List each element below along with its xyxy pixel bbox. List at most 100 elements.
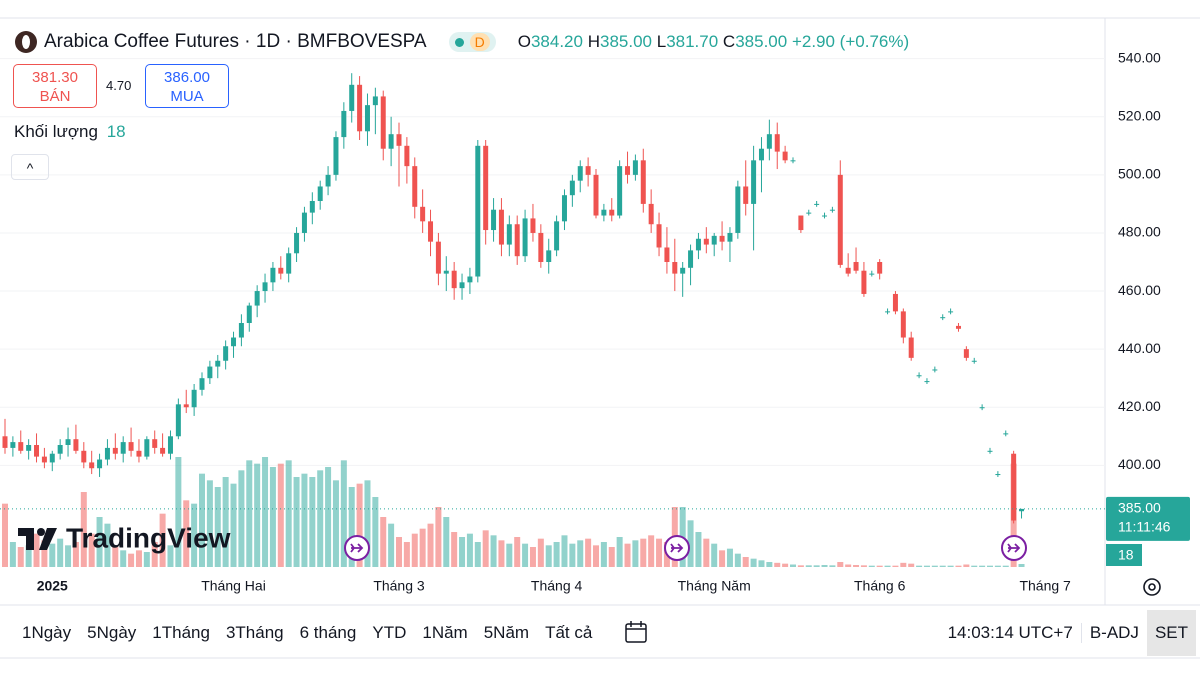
date-range-icon[interactable] <box>622 618 652 648</box>
adj-button[interactable]: B-ADJ <box>1080 623 1147 643</box>
volume-bar <box>529 547 536 567</box>
volume-bar <box>482 530 489 567</box>
candle-body <box>443 270 449 274</box>
sell-price: 381.30 <box>32 69 78 86</box>
candle-body <box>26 445 32 451</box>
volume-bar <box>466 533 473 567</box>
volume-bar <box>916 565 923 567</box>
event-icon[interactable] <box>344 535 370 561</box>
candle-body <box>577 166 583 181</box>
volume-bar <box>506 543 513 567</box>
volume-bar <box>388 523 395 567</box>
volume-bar <box>317 470 324 567</box>
settings-icon[interactable] <box>1143 578 1161 596</box>
volume-bar <box>726 548 733 567</box>
candle-body <box>372 96 378 106</box>
collapse-button[interactable]: ^ <box>11 154 49 180</box>
range-button[interactable]: YTD <box>372 623 407 642</box>
candle-body <box>309 201 315 213</box>
volume-bar <box>860 565 867 567</box>
symbol-title: Arabica Coffee Futures · 1D · BMFBOVESPA <box>44 31 427 52</box>
range-button[interactable]: Tất cả <box>545 623 593 642</box>
x-tick-label: Tháng 7 <box>1019 578 1071 594</box>
candle-body <box>459 282 465 289</box>
candle-body <box>286 253 292 274</box>
volume-bar <box>49 543 56 567</box>
volume-bar <box>380 517 387 567</box>
volume-bar <box>269 467 276 567</box>
volume-bar <box>451 532 458 567</box>
candle-body <box>798 215 804 231</box>
volume-bar <box>128 553 135 567</box>
volume-bar <box>821 565 828 567</box>
buy-button[interactable]: 386.00 MUA <box>145 64 229 108</box>
candle-body <box>120 442 126 454</box>
volume-bar <box>963 564 970 567</box>
range-button[interactable]: 3Tháng <box>225 623 284 642</box>
volume-bar <box>616 537 623 567</box>
h-value: 385.00 <box>599 32 652 51</box>
clock[interactable]: 14:03:14 UTC+7 <box>947 623 1073 642</box>
o-prefix: O <box>517 32 531 51</box>
range-button[interactable]: 1Tháng <box>152 623 210 642</box>
candle-body <box>167 436 173 454</box>
candle-body <box>396 134 402 146</box>
volume-bar <box>884 565 891 567</box>
volume-bar <box>183 500 190 567</box>
candle-body <box>231 337 237 347</box>
candle-body <box>711 235 717 245</box>
range-button[interactable]: 6 tháng <box>299 623 357 642</box>
y-tick-label: 540.00 <box>1118 49 1161 65</box>
volume-bar <box>474 542 481 567</box>
range-button[interactable]: 5Ngày <box>87 623 137 642</box>
candle-body <box>89 462 95 469</box>
candle-body <box>932 369 938 371</box>
candle-body <box>861 270 867 294</box>
range-button[interactable]: 5Năm <box>483 623 530 642</box>
event-icon[interactable] <box>1001 535 1027 561</box>
candle-body <box>262 282 268 292</box>
volume-bar <box>459 537 466 567</box>
range-button[interactable]: 1Ngày <box>22 623 72 642</box>
candle-body <box>49 453 55 463</box>
volume-bar <box>254 463 261 567</box>
volume-bar <box>790 564 796 567</box>
volume-bar <box>1002 565 1009 567</box>
candle-body <box>451 270 457 289</box>
volume-bar <box>356 483 363 567</box>
c-prefix: C <box>722 32 736 51</box>
candle-body <box>144 439 150 457</box>
volume-bar <box>522 543 529 567</box>
candle-body <box>656 224 662 248</box>
sell-button[interactable]: 381.30 BÁN <box>13 64 97 108</box>
volume-bar <box>403 542 410 567</box>
candle-body <box>73 439 79 451</box>
volume-bar <box>17 547 24 567</box>
volume-bar <box>813 565 820 567</box>
volume-bar <box>537 538 544 567</box>
candle-body <box>703 238 709 245</box>
volume-bar <box>805 565 812 567</box>
candle-body <box>900 311 906 338</box>
spread: 4.70 <box>106 78 132 93</box>
volume-bar <box>96 517 103 567</box>
volume-bar <box>608 547 615 567</box>
volume-bar <box>774 562 781 567</box>
event-icon[interactable] <box>664 535 690 561</box>
change: +2.90 (+0.76%) <box>791 32 910 51</box>
last-price-box <box>1106 496 1190 541</box>
set-button[interactable]: SET <box>1146 610 1196 656</box>
range-button[interactable]: 1Năm <box>422 623 468 642</box>
candle-body <box>128 442 134 451</box>
volume-bar <box>104 523 111 567</box>
candle-body <box>648 203 654 225</box>
candle-body <box>364 105 370 132</box>
volume-bar <box>2 503 8 567</box>
volume-bar <box>703 538 710 567</box>
volume-bar <box>309 477 316 567</box>
volume-bar <box>829 565 836 567</box>
candle-body <box>34 445 40 457</box>
candle-body <box>672 262 678 274</box>
volume-bar <box>285 460 292 567</box>
toolbar: 1Ngày 5Ngày 1Tháng 3Tháng 6 tháng YTD 1Năm 5Năm… <box>0 608 1200 658</box>
